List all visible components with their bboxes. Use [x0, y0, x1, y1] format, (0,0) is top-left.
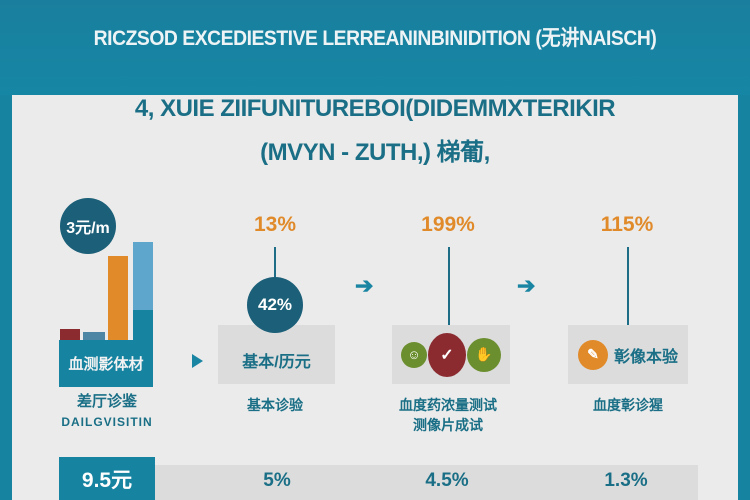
step1-circle: 3元/m	[60, 198, 116, 254]
step4-box-text: 彰像本验	[613, 348, 678, 366]
smile-icon: ☺	[401, 341, 427, 368]
step3-box: ☺ ✓ ✋	[392, 325, 510, 384]
step3-label: 血度药浓量测试	[399, 397, 497, 413]
step1-block: 血测影体材	[59, 340, 153, 387]
bar-orange	[108, 256, 128, 342]
step4-label: 血度彰诊猩	[593, 397, 663, 413]
step3-connector	[448, 247, 450, 325]
edit-icon: ✎	[577, 339, 608, 370]
header-band	[0, 0, 750, 95]
arrow-right-icon: ➔	[355, 273, 374, 298]
subtitle-line-1: 4, XUIE ZIIFUNITUREBOI(DIDEMMXTERIKIR	[134, 95, 616, 122]
bottom-total: 9.5元	[59, 457, 155, 500]
step1-sublabel: DAILGVISITIN	[61, 415, 153, 429]
arrow-right-icon: ➔	[517, 273, 536, 298]
check-icon: ✓	[428, 332, 466, 377]
subtitle-line-2: (MVYN - ZUTH,) 梯葡,	[260, 139, 490, 166]
bottom-strip	[155, 465, 698, 500]
step4-percent: 115%	[600, 213, 654, 236]
bottom-value: 4.5%	[425, 470, 469, 491]
step2-circle: 42%	[247, 277, 303, 333]
step3-percent: 199%	[421, 213, 475, 236]
step2-label: 基本诊验	[247, 397, 303, 413]
bottom-value: 5%	[263, 470, 291, 491]
page-title: RICZSOD EXCEDIESTIVE LERREANINBINIDITION…	[93, 27, 657, 50]
play-arrow-icon	[192, 354, 203, 368]
step2-connector	[274, 247, 276, 277]
step1-label: 差厅诊鉴	[76, 393, 137, 410]
step4-connector	[627, 247, 629, 325]
step2-percent: 13%	[253, 213, 297, 236]
bar-light-blue	[133, 242, 153, 312]
step2-box: 基本/历元	[218, 325, 335, 384]
step4-box: ✎ 彰像本验	[568, 325, 688, 384]
bottom-value: 1.3%	[604, 470, 648, 491]
bar-red	[60, 329, 80, 341]
bar-teal	[133, 310, 153, 342]
hand-icon: ✋	[467, 337, 501, 372]
step3-sublabel: 测像片成试	[413, 417, 483, 433]
bar-steel	[83, 332, 105, 342]
